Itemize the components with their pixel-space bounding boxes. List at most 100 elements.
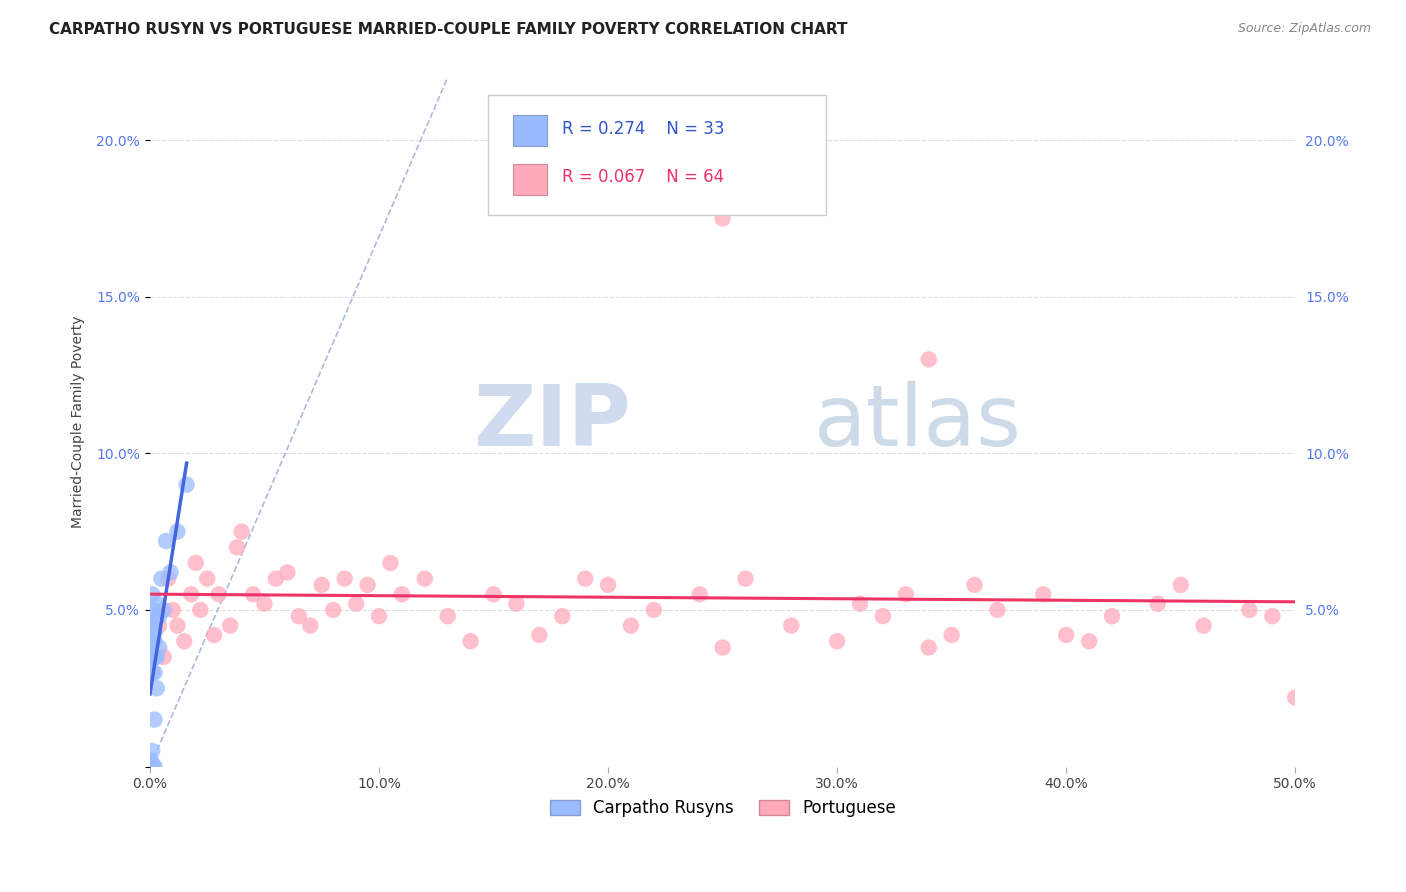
Point [219, 618, 242, 632]
Point [276, 566, 298, 580]
Point [202, 628, 225, 642]
Point [139, 756, 162, 771]
Point [872, 609, 894, 624]
Point [689, 587, 711, 601]
Point [849, 597, 872, 611]
Point [322, 603, 344, 617]
Point [918, 352, 941, 367]
Point [1146, 597, 1168, 611]
Point [941, 628, 963, 642]
Point [139, 649, 162, 664]
Point [148, 618, 170, 632]
Point [157, 572, 180, 586]
Point [148, 609, 170, 624]
Point [141, 634, 163, 648]
Point [299, 618, 322, 632]
Point [436, 609, 458, 624]
Point [574, 572, 596, 586]
Point [166, 524, 188, 539]
Point [139, 753, 162, 767]
Point [139, 618, 162, 632]
Point [1032, 587, 1054, 601]
Point [226, 541, 249, 555]
Text: CARPATHO RUSYN VS PORTUGUESE MARRIED-COUPLE FAMILY POVERTY CORRELATION CHART: CARPATHO RUSYN VS PORTUGUESE MARRIED-COU… [49, 22, 848, 37]
Point [141, 759, 163, 773]
Point [150, 572, 173, 586]
Text: Source: ZipAtlas.com: Source: ZipAtlas.com [1237, 22, 1371, 36]
Point [139, 634, 162, 648]
Point [253, 597, 276, 611]
Point [143, 649, 166, 664]
Point [825, 634, 848, 648]
Text: ZIP: ZIP [474, 381, 631, 464]
Point [482, 587, 505, 601]
Point [141, 744, 163, 758]
Point [1170, 578, 1192, 592]
Point [173, 634, 195, 648]
Point [643, 603, 665, 617]
Text: R = 0.274    N = 33: R = 0.274 N = 33 [562, 120, 724, 138]
Point [356, 578, 378, 592]
Point [184, 556, 207, 570]
Point [166, 618, 188, 632]
FancyBboxPatch shape [488, 95, 825, 215]
Point [143, 665, 166, 680]
Point [596, 578, 619, 592]
Point [711, 640, 734, 655]
Point [734, 572, 756, 586]
Point [141, 649, 163, 664]
Point [288, 609, 311, 624]
Point [141, 618, 163, 632]
Y-axis label: Married-Couple Family Poverty: Married-Couple Family Poverty [72, 316, 86, 528]
Point [155, 534, 177, 549]
Point [159, 566, 181, 580]
Point [148, 640, 170, 655]
Point [208, 587, 231, 601]
Point [460, 634, 482, 648]
Point [143, 759, 166, 773]
Point [143, 624, 166, 639]
Point [143, 609, 166, 624]
Point [368, 609, 391, 624]
Point [529, 628, 551, 642]
Point [918, 640, 941, 655]
Point [620, 618, 643, 632]
Point [551, 609, 574, 624]
Point [180, 587, 202, 601]
Point [311, 578, 333, 592]
Point [986, 603, 1008, 617]
Point [242, 587, 264, 601]
Point [162, 603, 184, 617]
Point [894, 587, 917, 601]
Point [264, 572, 287, 586]
Point [963, 578, 986, 592]
Point [176, 477, 198, 491]
Point [344, 597, 367, 611]
Point [1054, 628, 1077, 642]
Point [1239, 603, 1261, 617]
Point [231, 524, 253, 539]
Point [1192, 618, 1215, 632]
Point [146, 681, 169, 696]
Point [146, 649, 169, 664]
Point [139, 759, 162, 773]
Point [143, 634, 166, 648]
Text: R = 0.067    N = 64: R = 0.067 N = 64 [562, 169, 724, 186]
Point [380, 556, 402, 570]
Point [711, 211, 734, 226]
FancyBboxPatch shape [513, 163, 547, 194]
Point [146, 597, 169, 611]
Point [195, 572, 218, 586]
Point [141, 756, 163, 771]
Point [413, 572, 436, 586]
FancyBboxPatch shape [513, 115, 547, 146]
Point [141, 603, 163, 617]
Point [1284, 690, 1306, 705]
Point [505, 597, 527, 611]
Point [1261, 609, 1284, 624]
Point [143, 713, 166, 727]
Point [1078, 634, 1101, 648]
Point [333, 572, 356, 586]
Point [391, 587, 413, 601]
Point [780, 618, 803, 632]
